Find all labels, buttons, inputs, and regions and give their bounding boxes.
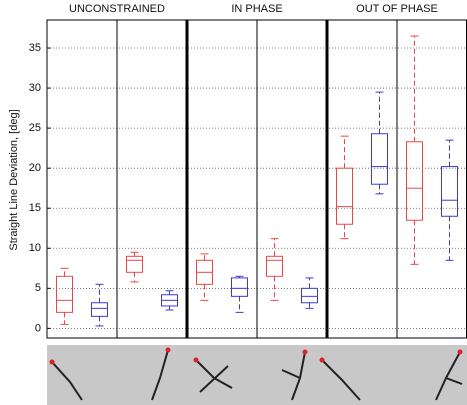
group-label: OUT OF PHASE <box>356 3 438 15</box>
box <box>56 275 73 313</box>
box <box>301 287 318 304</box>
group-label: IN PHASE <box>231 3 282 15</box>
group-label: UNCONSTRAINED <box>69 3 165 15</box>
y-tick-label: 25 <box>29 122 41 134</box>
y-tick-label: 5 <box>35 282 41 294</box>
y-axis-label: Straight Line Deviation, [deg] <box>8 109 20 250</box>
y-tick-label: 20 <box>29 162 41 174</box>
y-tick-label: 0 <box>35 322 41 334</box>
y-tick-label: 30 <box>29 82 41 94</box>
box <box>126 255 143 273</box>
y-tick-label: 35 <box>29 42 41 54</box>
y-tick-label: 15 <box>29 202 41 214</box>
box <box>231 277 248 297</box>
stick-figures <box>47 345 467 405</box>
box <box>371 133 388 185</box>
box <box>406 141 423 221</box>
box <box>336 167 353 225</box>
box <box>441 166 458 217</box>
box <box>266 255 283 277</box>
y-tick-label: 10 <box>29 242 41 254</box>
box <box>91 302 108 317</box>
